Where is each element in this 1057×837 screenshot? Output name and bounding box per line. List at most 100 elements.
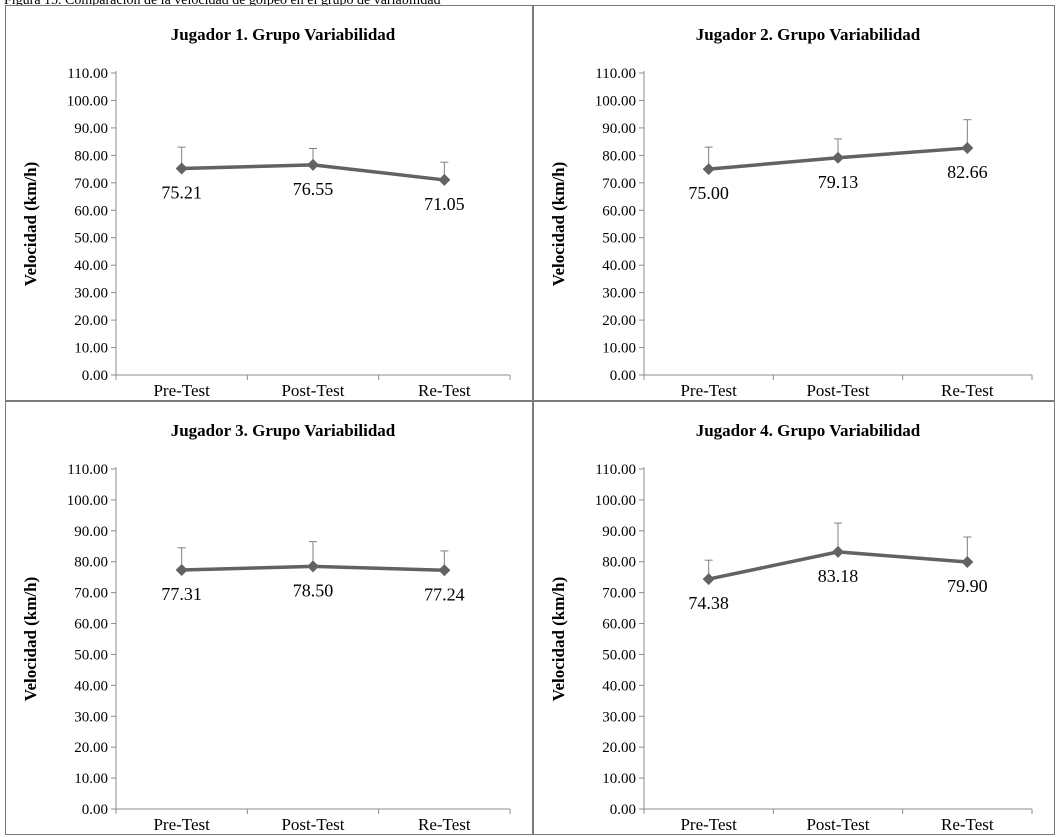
y-tick-label: 110.00 — [67, 66, 108, 82]
figure-caption: Figura 15. Comparación de la velocidad d… — [4, 0, 441, 8]
y-tick-label: 90.00 — [74, 524, 108, 540]
data-point-marker — [307, 560, 319, 573]
data-point-marker — [175, 564, 188, 577]
chart-panel-3: Jugador 3. Grupo Variabilidad Velocidad (… — [5, 401, 533, 835]
y-tick-label: 40.00 — [74, 678, 108, 694]
chart-title: Jugador 1. Grupo Variabilidad — [171, 25, 396, 44]
chart-svg: Jugador 2. Grupo Variabilidad Velocidad (… — [549, 25, 1033, 400]
y-tick-label: 70.00 — [602, 176, 636, 192]
data-label: 75.21 — [161, 183, 202, 203]
chart-title: Jugador 3. Grupo Variabilidad — [171, 421, 396, 440]
y-tick-label: 0.00 — [82, 802, 108, 818]
y-tick-label: 50.00 — [74, 231, 108, 247]
data-label: 74.38 — [688, 593, 729, 613]
data-label: 79.13 — [818, 172, 859, 192]
chart-title: Jugador 4. Grupo Variabilidad — [696, 421, 921, 440]
y-tick-label: 90.00 — [602, 524, 636, 540]
y-tick-label: 20.00 — [74, 740, 108, 756]
chart-svg: Jugador 1. Grupo Variabilidad Velocidad (… — [21, 25, 511, 400]
y-tick-label: 100.00 — [595, 93, 636, 109]
data-label: 77.31 — [161, 584, 202, 604]
x-tick-label: Re-Test — [941, 815, 994, 834]
y-tick-label: 40.00 — [74, 258, 108, 274]
y-tick-label: 20.00 — [602, 313, 636, 329]
y-tick-label: 10.00 — [74, 771, 108, 787]
y-tick-label: 10.00 — [602, 771, 636, 787]
chart-panel-2: Jugador 2. Grupo Variabilidad Velocidad (… — [533, 5, 1055, 401]
y-tick-label: 30.00 — [74, 709, 108, 725]
data-label: 76.55 — [293, 179, 334, 199]
data-point-marker — [438, 564, 451, 577]
data-label: 82.66 — [947, 162, 988, 182]
x-tick-label: Pre-Test — [680, 381, 737, 400]
y-axis-label: Velocidad (km/h) — [549, 162, 568, 287]
data-point-marker — [832, 545, 844, 558]
chart-panel-1: Jugador 1. Grupo Variabilidad Velocidad (… — [5, 5, 533, 401]
y-tick-label: 30.00 — [602, 286, 636, 302]
data-point-marker — [702, 573, 715, 586]
chart-panel-4: Jugador 4. Grupo Variabilidad Velocidad (… — [533, 401, 1055, 835]
x-tick-label: Pre-Test — [153, 815, 210, 834]
y-tick-label: 50.00 — [74, 647, 108, 663]
y-axis-label: Velocidad (km/h) — [21, 577, 40, 702]
y-tick-label: 70.00 — [74, 176, 108, 192]
y-tick-label: 50.00 — [602, 647, 636, 663]
data-label: 79.90 — [947, 576, 988, 596]
chart-svg: Jugador 3. Grupo Variabilidad Velocidad (… — [21, 421, 511, 834]
y-tick-label: 0.00 — [82, 368, 108, 384]
y-tick-label: 70.00 — [74, 586, 108, 602]
y-axis-label: Velocidad (km/h) — [21, 162, 40, 287]
y-tick-label: 90.00 — [602, 121, 636, 137]
y-tick-label: 80.00 — [602, 555, 636, 571]
x-tick-label: Pre-Test — [153, 381, 210, 400]
y-tick-label: 50.00 — [602, 231, 636, 247]
data-point-marker — [961, 142, 974, 155]
y-tick-label: 60.00 — [602, 617, 636, 633]
data-point-marker — [961, 556, 974, 569]
x-tick-label: Re-Test — [941, 381, 994, 400]
data-point-marker — [438, 173, 451, 186]
y-tick-label: 100.00 — [67, 493, 108, 509]
y-axis-label: Velocidad (km/h) — [549, 577, 568, 702]
x-tick-label: Pre-Test — [680, 815, 737, 834]
y-tick-label: 0.00 — [610, 368, 636, 384]
data-point-marker — [175, 162, 188, 175]
chart-svg: Jugador 4. Grupo Variabilidad Velocidad (… — [549, 421, 1033, 834]
y-tick-label: 60.00 — [602, 203, 636, 219]
x-tick-label: Post-Test — [806, 381, 869, 400]
y-tick-label: 60.00 — [74, 617, 108, 633]
y-tick-label: 20.00 — [602, 740, 636, 756]
y-tick-label: 40.00 — [602, 258, 636, 274]
x-tick-label: Re-Test — [418, 815, 471, 834]
data-label: 77.24 — [424, 584, 465, 604]
y-tick-label: 80.00 — [74, 148, 108, 164]
data-point-marker — [832, 151, 844, 164]
x-tick-label: Post-Test — [281, 381, 344, 400]
data-label: 83.18 — [818, 566, 859, 586]
data-label: 71.05 — [424, 194, 465, 214]
y-tick-label: 30.00 — [74, 286, 108, 302]
chart-grid: Jugador 1. Grupo Variabilidad Velocidad (… — [5, 5, 1055, 835]
data-point-marker — [702, 163, 715, 176]
y-tick-label: 30.00 — [602, 709, 636, 725]
data-point-marker — [307, 158, 319, 171]
y-tick-label: 10.00 — [602, 341, 636, 357]
y-tick-label: 110.00 — [595, 462, 636, 478]
data-label: 75.00 — [688, 183, 729, 203]
y-tick-label: 80.00 — [74, 555, 108, 571]
x-tick-label: Post-Test — [806, 815, 869, 834]
y-tick-label: 90.00 — [74, 121, 108, 137]
y-tick-label: 20.00 — [74, 313, 108, 329]
y-tick-label: 0.00 — [610, 802, 636, 818]
y-tick-label: 60.00 — [74, 203, 108, 219]
x-tick-label: Re-Test — [418, 381, 471, 400]
chart-title: Jugador 2. Grupo Variabilidad — [696, 25, 921, 44]
y-tick-label: 100.00 — [67, 93, 108, 109]
data-label: 78.50 — [293, 580, 334, 600]
y-tick-label: 110.00 — [67, 462, 108, 478]
y-tick-label: 40.00 — [602, 678, 636, 694]
y-tick-label: 100.00 — [595, 493, 636, 509]
x-tick-label: Post-Test — [281, 815, 344, 834]
y-tick-label: 80.00 — [602, 148, 636, 164]
y-tick-label: 70.00 — [602, 586, 636, 602]
